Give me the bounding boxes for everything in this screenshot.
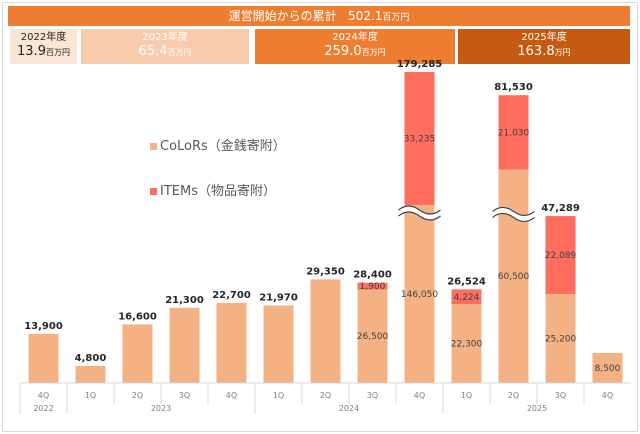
legend-label: CoLoRs（金銭寄附） [160,139,286,154]
legend-items: ITEMs（物品寄附） [150,180,276,199]
year-value: 259.0 [324,44,362,59]
bar-colors [357,289,388,383]
axis-break [492,207,535,222]
category-tick: 3Q [367,391,378,400]
year-box-2023年度: 2023年度 65.4百万円 [81,29,249,64]
year-box-2025年度: 2025年度 163.8万円 [458,29,630,64]
total-label: 21,970 [259,292,298,303]
year-label: 2024年度 [332,32,378,43]
bar-colors [451,304,482,383]
year-unit: 百万円 [167,48,192,57]
colors-label: 22,300 [451,340,483,350]
bar-colors [75,366,106,383]
total-label: 81,530 [494,82,533,93]
category-tick: 3Q [179,391,190,400]
bar-colors [169,307,200,383]
axis-break-line [492,206,535,223]
items-label: 22,089 [545,251,577,261]
category-tick: 4Q [414,391,425,400]
items-label: 21,030 [498,128,530,138]
year-tick: 2025 [527,404,547,413]
category-tick: 4Q [602,391,613,400]
total-label: 22,700 [212,290,251,301]
bar-items [357,282,388,290]
cumulative-banner: 運営開始からの累計 502.1百万円 [8,6,630,26]
total-label: 13,900 [24,321,63,332]
year-tick: 2024 [339,404,359,413]
year-value: 65.4 [138,44,168,59]
colors-label: 8,500 [595,364,621,374]
total-label: 26,524 [447,276,486,287]
colors-label: 146,050 [401,290,438,300]
items-label: 1,900 [360,282,386,292]
legend-swatch [150,143,157,150]
items-label: 33,235 [404,135,436,145]
year-value: 163.8 [517,44,555,59]
bar-colors [498,169,529,383]
year-tick: 2023 [151,404,171,413]
year-label: 2023年度 [142,32,188,43]
bar-colors [592,352,623,383]
total-label: 21,300 [165,295,204,306]
year-unit: 百万円 [45,48,70,57]
category-tick: 1Q [273,391,284,400]
total-label: 29,350 [306,266,345,277]
year-unit: 万円 [554,48,571,57]
colors-label: 60,500 [498,272,530,282]
category-tick: 1Q [461,391,472,400]
category-tick: 4Q [38,391,49,400]
total-label: 16,600 [118,311,157,322]
year-tick: 2022 [33,404,53,413]
year-unit: 百万円 [361,48,386,57]
total-label: 運営開始からの累計 [228,9,337,23]
colors-label: 26,500 [357,332,389,342]
year-box-2022年度: 2022年度 13.9百万円 [10,29,77,64]
axis-break [398,206,441,220]
bar-items [404,72,435,205]
year-label: 2025年度 [521,32,567,43]
year-box-2024年度: 2024年度 259.0百万円 [255,29,455,64]
legend-swatch [150,188,157,195]
bar-colors [263,305,294,383]
colors-label: 25,200 [545,335,577,345]
bar-colors [404,205,435,383]
bar-colors [122,324,153,383]
bar-colors [545,294,576,383]
bar-items [451,289,482,305]
category-tick: 4Q [226,391,237,400]
bar-items [498,95,529,170]
total-label: 4,800 [75,353,107,364]
total-label: 47,289 [541,203,580,214]
total-unit: 百万円 [382,13,410,23]
legend-label: ITEMs（物品寄附） [160,184,276,199]
category-tick: 1Q [85,391,96,400]
year-label: 2022年度 [20,32,67,43]
bar-colors [28,333,59,383]
total-label: 28,400 [353,270,392,281]
category-tick: 2Q [132,391,143,400]
total-value: 502.1 [348,9,383,23]
legend-colors: CoLoRs（金銭寄附） [150,135,286,154]
year-value: 13.9 [17,44,46,59]
bar-colors [216,302,247,383]
bar-items [545,216,576,295]
category-tick: 3Q [555,391,566,400]
total-label: 179,285 [397,59,443,70]
bar-colors [310,279,341,383]
items-label: 4,224 [454,293,480,303]
axis-break-line [398,205,441,221]
category-tick: 2Q [320,391,331,400]
category-tick: 2Q [508,391,519,400]
